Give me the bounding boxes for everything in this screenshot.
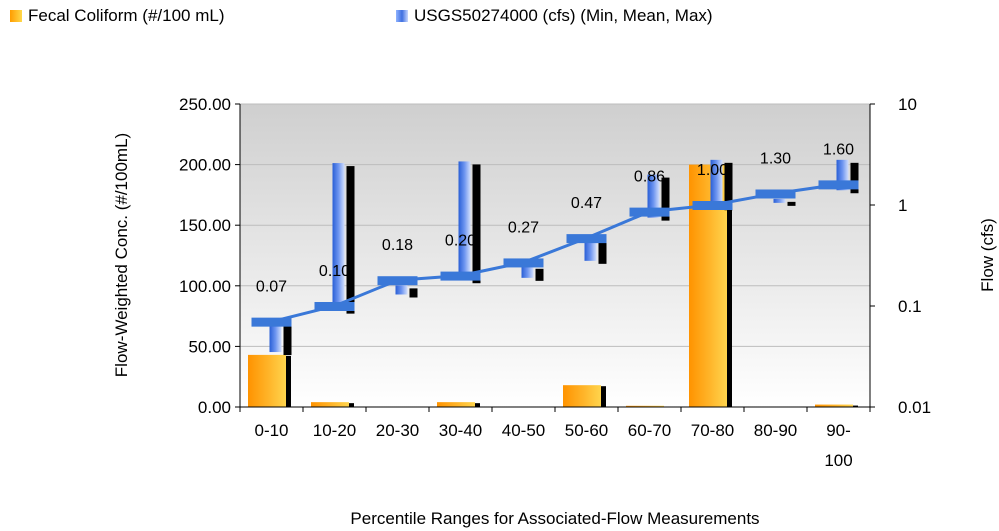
y2-tick-label: 1	[898, 196, 907, 215]
flow-data-label: 1.60	[823, 141, 854, 158]
y2-tick-label: 0.1	[898, 297, 922, 316]
flow-range-shadow	[661, 177, 670, 221]
flow-range-bar	[773, 198, 786, 203]
flow-range-shadow	[472, 164, 481, 284]
plot-area	[240, 104, 870, 407]
legend-item-fecal: Fecal Coliform (#/100 mL)	[10, 6, 225, 26]
flow-data-label: 0.47	[571, 195, 602, 212]
x-tick-label: 20-30	[376, 421, 419, 440]
x-tick-label: 40-50	[502, 421, 545, 440]
flow-range-shadow	[724, 162, 733, 211]
legend-swatch-flow	[396, 10, 408, 22]
flow-range-shadow	[535, 268, 544, 281]
y-tick-label: 250.00	[179, 95, 231, 114]
flow-range-bar	[395, 285, 408, 295]
flow-data-label: 1.00	[697, 162, 728, 179]
x-tick-label: 10-20	[313, 421, 356, 440]
legend-item-flow: USGS50274000 (cfs) (Min, Mean, Max)	[396, 6, 713, 26]
x-tick-label: 80-90	[754, 421, 797, 440]
flow-mean-marker	[377, 276, 418, 286]
fecal-bar	[248, 354, 286, 407]
fecal-bar	[437, 402, 475, 407]
y2-tick-label: 0.01	[898, 398, 931, 417]
flow-mean-marker	[629, 207, 670, 217]
fecal-bar	[563, 385, 601, 407]
y2-tick-label: 10	[898, 95, 917, 114]
flow-range-bar	[269, 321, 282, 353]
flow-range-bar	[710, 159, 723, 208]
flow-range-shadow	[787, 201, 796, 206]
flow-data-label: 0.27	[508, 219, 539, 236]
legend-label-flow: USGS50274000 (cfs) (Min, Mean, Max)	[414, 6, 713, 25]
flow-data-label: 0.07	[256, 279, 287, 296]
flow-range-bar	[647, 174, 660, 218]
flow-data-label: 0.10	[319, 263, 350, 280]
flow-mean-marker	[692, 201, 733, 210]
flow-range-bar	[521, 265, 534, 278]
x-tick-label: 60-70	[628, 421, 671, 440]
legend-label-fecal: Fecal Coliform (#/100 mL)	[28, 6, 225, 25]
flow-mean-marker	[503, 258, 544, 268]
flow-mean-marker	[440, 271, 481, 281]
flow-range-shadow	[283, 324, 292, 356]
x-tick-label: 100	[824, 451, 852, 470]
x-tick-label: 90-	[826, 421, 851, 440]
flow-mean-marker	[251, 317, 292, 327]
flow-data-label: 0.86	[634, 169, 665, 186]
y2-axis-title: Flow (cfs)	[978, 218, 997, 292]
y-tick-label: 200.00	[179, 156, 231, 175]
y-tick-label: 150.00	[179, 216, 231, 235]
y-tick-label: 0.00	[198, 398, 231, 417]
y-tick-label: 100.00	[179, 277, 231, 296]
flow-range-bar	[332, 163, 345, 311]
flow-mean-marker	[818, 180, 859, 190]
flow-data-label: 0.18	[382, 237, 413, 254]
flow-data-label: 0.20	[445, 233, 476, 250]
y-tick-label: 50.00	[188, 337, 231, 356]
flow-mean-marker	[755, 189, 796, 199]
x-tick-label: 50-60	[565, 421, 608, 440]
legend-swatch-fecal	[10, 10, 22, 22]
flow-range-shadow	[346, 166, 355, 314]
y-axis-title: Flow-Weighted Conc. (#/100mL)	[112, 133, 131, 377]
flow-data-label: 1.30	[760, 150, 791, 167]
fecal-bar	[815, 404, 853, 407]
x-axis-title: Percentile Ranges for Associated-Flow Me…	[350, 509, 759, 528]
flow-range-shadow	[598, 238, 607, 264]
x-tick-label: 70-80	[691, 421, 734, 440]
flow-range-bar	[458, 161, 471, 281]
x-tick-label: 0-10	[254, 421, 288, 440]
flow-mean-marker	[314, 302, 355, 311]
flow-range-shadow	[409, 288, 418, 298]
flow-range-shadow	[850, 162, 859, 194]
flow-mean-marker	[566, 234, 607, 244]
flow-mean-line	[271, 182, 839, 324]
x-tick-label: 30-40	[439, 421, 482, 440]
fecal-bar	[626, 405, 664, 407]
fecal-bar	[311, 402, 349, 407]
